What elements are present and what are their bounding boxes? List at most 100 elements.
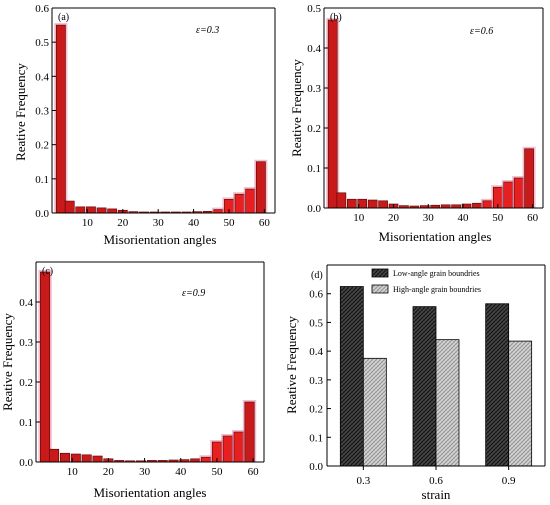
- x-tick-label: 50: [211, 466, 223, 478]
- histogram-bar: [513, 177, 524, 209]
- y-tick-label: 0.6: [309, 289, 323, 301]
- histogram-bar: [245, 188, 256, 214]
- histogram-bar: [213, 209, 224, 214]
- x-tick-label: 10: [82, 217, 94, 229]
- x-tick-label: 0.3: [356, 475, 370, 487]
- x-tick-label: 60: [248, 466, 260, 478]
- x-tick-label: 0.6: [429, 475, 443, 487]
- y-tick-label: 0.0: [19, 457, 33, 469]
- bars: [326, 18, 536, 209]
- histogram-bar: [49, 448, 60, 463]
- panel-a: 10 20 30 40 50 60 0.0 0.1 0.2 0.3 0.4 0.5 0.6 (a) ε…: [13, 3, 276, 247]
- high-angle-bar: [508, 340, 533, 467]
- histogram-bar: [59, 452, 70, 463]
- x-axis-title: Misorientation angles: [93, 485, 206, 500]
- x-tick-label: 10: [353, 212, 365, 224]
- y-tick-label: 0.0: [35, 208, 49, 220]
- y-ticks: 0.0 0.1 0.2 0.3 0.4 0.5 0.6: [35, 3, 56, 220]
- histogram-bar: [244, 401, 255, 463]
- y-axis-title: Reative Frequency: [0, 313, 15, 411]
- y-tick-label: 0.3: [35, 106, 49, 118]
- x-axis-title: Misorientation angles: [378, 229, 491, 244]
- y-tick-label: 0.1: [35, 174, 49, 186]
- histogram-bar: [327, 19, 338, 209]
- panel-b: 10 20 30 40 50 60 0.0 0.1 0.2 0.3 0.4 0.5 (b) ε=0.…: [289, 3, 544, 244]
- x-ticks: 10 20 30 40 50 60: [353, 204, 539, 224]
- panel-label: (d): [311, 270, 323, 281]
- x-tick-label: 40: [175, 466, 187, 478]
- histogram-bar: [472, 202, 482, 209]
- y-tick-label: 0.2: [309, 404, 323, 416]
- y-tick-label: 0.5: [309, 317, 323, 329]
- histogram-bar: [107, 208, 118, 214]
- legend: Low-angle grain boundries High-angle gra…: [371, 268, 481, 294]
- histogram-bar: [378, 200, 388, 209]
- strain-annotation: ε=0.6: [470, 26, 493, 37]
- x-tick-label: 40: [458, 212, 470, 224]
- low-angle-bar: [412, 306, 437, 467]
- histogram-bar: [201, 456, 212, 463]
- y-tick-label: 0.3: [19, 337, 33, 349]
- histogram-bar: [64, 200, 75, 214]
- x-tick-label: 0.9: [502, 475, 516, 487]
- panel-label: (c): [42, 266, 53, 277]
- panel-label: (b): [330, 12, 342, 23]
- histogram-bar: [234, 193, 245, 214]
- x-axis-title: Misorientation angles: [103, 232, 216, 247]
- histogram-bar: [81, 454, 92, 463]
- legend-swatch-high-angle: [371, 284, 389, 294]
- y-tick-label: 0.3: [309, 375, 323, 387]
- y-axis-title: Reative Frequency: [284, 316, 299, 414]
- y-tick-label: 0.2: [35, 140, 49, 152]
- y-tick-label: 0.5: [35, 37, 49, 49]
- legend-label-low-angle: Low-angle grain boundries: [393, 269, 480, 278]
- strain-annotation: ε=0.9: [182, 288, 205, 299]
- y-tick-label: 0.2: [19, 377, 33, 389]
- x-tick-label: 60: [259, 217, 271, 229]
- histogram-bar: [367, 199, 378, 209]
- x-tick-label: 20: [117, 217, 129, 229]
- low-angle-bar: [339, 286, 364, 467]
- bars: [54, 23, 268, 214]
- histogram-bar: [222, 435, 233, 463]
- bars: [38, 270, 257, 463]
- x-tick-label: 30: [153, 217, 165, 229]
- high-angle-bar: [435, 339, 460, 467]
- x-tick-label: 30: [423, 212, 435, 224]
- x-tick-label: 10: [67, 466, 79, 478]
- x-ticks: 0.3 0.6 0.9: [356, 466, 516, 487]
- y-tick-label: 0.0: [307, 203, 321, 215]
- y-tick-label: 0.4: [309, 346, 323, 358]
- histogram-bar: [336, 192, 347, 209]
- high-angle-bar: [362, 357, 387, 467]
- bars: [339, 286, 533, 467]
- y-tick-label: 0.1: [309, 432, 323, 444]
- panel-c: 10 20 30 40 50 60 0.0 0.1 0.2 0.3 0.4 (c) ε=0.9 M…: [0, 261, 265, 500]
- histogram-bar: [55, 24, 66, 214]
- histogram-bar: [92, 455, 103, 463]
- y-tick-label: 0.4: [19, 297, 33, 309]
- histogram-bar: [503, 181, 514, 209]
- low-angle-bar: [485, 303, 510, 467]
- strain-annotation: ε=0.3: [196, 25, 219, 36]
- x-ticks: 10 20 30 40 50 60: [82, 209, 270, 229]
- y-tick-label: 0.3: [307, 83, 321, 95]
- y-tick-label: 0.5: [307, 3, 321, 15]
- x-tick-label: 40: [188, 217, 200, 229]
- histogram-bar: [524, 148, 534, 209]
- x-tick-label: 20: [103, 466, 115, 478]
- histogram-bar: [233, 431, 244, 463]
- y-tick-label: 0.1: [307, 163, 321, 175]
- y-ticks: 0.0 0.1 0.2 0.3 0.4 0.5: [307, 3, 328, 215]
- y-ticks: 0.0 0.1 0.2 0.3 0.4 0.5 0.6: [309, 289, 331, 473]
- histogram-bar: [482, 200, 493, 209]
- x-tick-label: 20: [388, 212, 400, 224]
- y-ticks: 0.0 0.1 0.2 0.3 0.4: [19, 297, 40, 469]
- x-tick-label: 50: [223, 217, 235, 229]
- y-tick-label: 0.2: [307, 123, 321, 135]
- x-tick-label: 50: [492, 212, 504, 224]
- histogram-bar: [40, 271, 51, 463]
- histogram-bar: [255, 161, 266, 214]
- y-tick-label: 0.4: [307, 43, 321, 55]
